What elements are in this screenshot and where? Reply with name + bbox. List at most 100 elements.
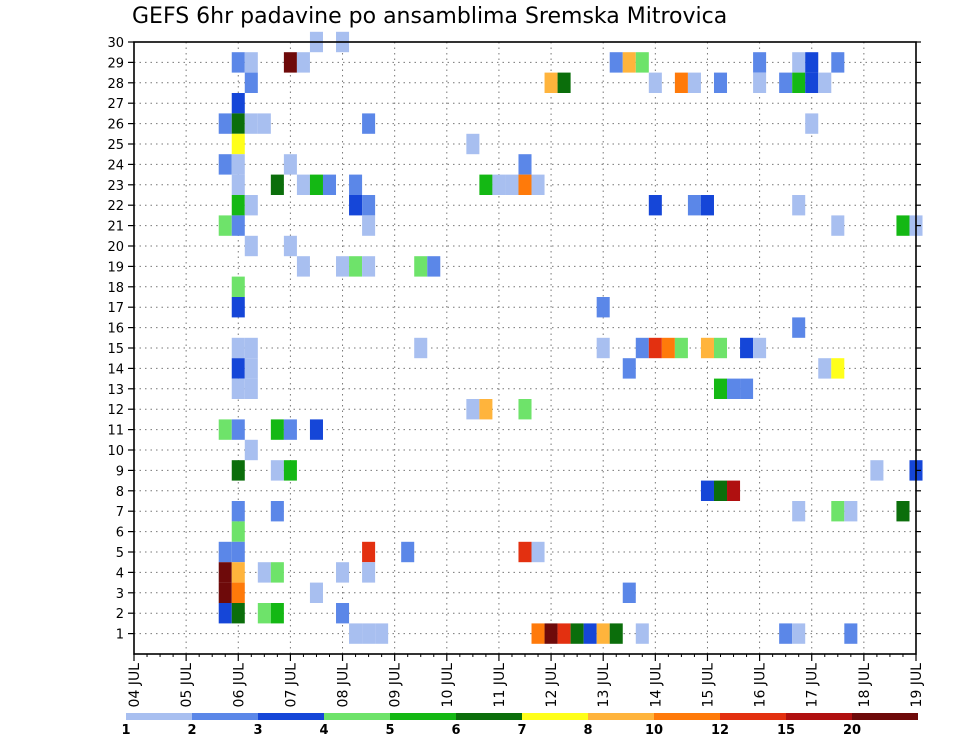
y-tick-label: 19: [107, 260, 124, 275]
precip-cell: [362, 623, 376, 644]
precip-cell: [753, 337, 767, 359]
colorbar-swatch: [258, 713, 324, 720]
precip-cell: [518, 174, 532, 195]
precip-cell: [231, 501, 245, 522]
precip-cell: [805, 52, 819, 73]
y-tick-label: 15: [107, 342, 124, 357]
precip-cell: [805, 113, 819, 134]
colorbar-swatch: [192, 713, 258, 720]
precip-cell: [231, 133, 245, 155]
colorbar-label: 20: [843, 723, 861, 738]
y-tick-label: 7: [116, 505, 124, 520]
colorbar-swatch: [126, 713, 192, 720]
y-tick-label: 23: [107, 179, 124, 194]
precip-cell: [375, 623, 389, 644]
precip-cell: [257, 113, 271, 134]
colorbar-swatch: [324, 713, 390, 720]
precip-cell: [805, 72, 819, 93]
precip-cell: [427, 256, 441, 277]
precip-cell: [466, 133, 480, 155]
precip-cell: [844, 623, 858, 644]
precip-cell: [231, 541, 245, 563]
precip-cell: [518, 154, 532, 175]
x-tick-label: 09 JUL: [388, 663, 404, 708]
precip-cell: [231, 378, 245, 399]
precip-cell: [336, 256, 350, 277]
y-tick-label: 16: [107, 322, 124, 337]
colorbar-label: 15: [777, 723, 795, 738]
precip-cell: [349, 174, 363, 195]
precip-cell: [596, 337, 610, 359]
precip-cell: [818, 72, 832, 93]
y-tick-label: 27: [107, 97, 124, 112]
precip-cell: [583, 623, 597, 644]
precip-cell: [218, 562, 232, 583]
precip-cell: [674, 72, 688, 93]
precip-cell: [362, 215, 376, 236]
precip-cell: [531, 623, 545, 644]
colorbar-swatch: [786, 713, 852, 720]
precip-cell: [713, 337, 728, 359]
precip-cell: [674, 337, 688, 359]
precip-cell: [896, 501, 910, 522]
precip-cell: [492, 174, 506, 195]
colorbar-label: 10: [645, 723, 663, 738]
precip-cell: [700, 195, 714, 216]
precip-cell: [362, 113, 376, 134]
x-tick-label: 11 JUL: [492, 663, 508, 708]
y-tick-label: 11: [107, 424, 124, 439]
x-tick-label: 15 JUL: [700, 663, 716, 708]
precip-cell: [362, 195, 376, 216]
x-tick-label: 05 JUL: [179, 663, 195, 708]
precip-cell: [544, 72, 558, 93]
precip-cell: [218, 113, 232, 134]
precip-cell: [231, 276, 245, 297]
precip-cell: [831, 501, 845, 522]
precip-cell: [622, 358, 636, 379]
precip-cell: [270, 562, 284, 583]
precip-cell: [700, 337, 714, 359]
precip-cell: [622, 582, 636, 603]
colorbar-swatch: [588, 713, 654, 720]
y-tick-label: 1: [116, 628, 124, 643]
cells-layer: [218, 31, 923, 644]
precip-cell: [531, 541, 545, 563]
colorbar-label: 7: [517, 723, 526, 738]
precip-cell: [231, 93, 245, 114]
precip-cell: [362, 256, 376, 277]
y-tick-label: 8: [116, 485, 124, 500]
colorbar-swatch: [852, 713, 918, 720]
x-tick-label: 08 JUL: [336, 663, 352, 708]
y-tick-label: 28: [107, 77, 124, 92]
precip-cell: [518, 541, 532, 563]
precip-cell: [779, 72, 793, 93]
precip-cell: [700, 480, 714, 501]
y-tick-label: 21: [107, 220, 124, 235]
y-tick-label: 29: [107, 56, 124, 71]
precip-cell: [518, 399, 532, 420]
x-tick-label: 12 JUL: [544, 663, 560, 708]
precip-cell: [792, 501, 806, 522]
precip-cell: [257, 562, 271, 583]
precip-cell: [414, 337, 428, 359]
precip-cell: [844, 501, 858, 522]
precip-cell: [740, 378, 754, 399]
precip-cell: [401, 541, 415, 563]
precip-cell: [244, 439, 258, 461]
y-tick-label: 24: [107, 158, 124, 173]
precip-cell: [635, 623, 649, 644]
precip-cell: [296, 52, 310, 73]
precip-cell: [283, 52, 297, 73]
y-tick-label: 10: [107, 444, 124, 459]
y-tick-label: 17: [107, 301, 124, 316]
chart-title: GEFS 6hr padavine po ansamblima Sremska …: [132, 4, 728, 29]
colorbar-label: 4: [319, 723, 328, 738]
precip-cell: [609, 52, 623, 73]
precip-cell: [231, 521, 245, 542]
precip-cell: [870, 460, 884, 481]
precip-cell: [792, 623, 806, 644]
precip-cell: [296, 174, 310, 195]
precip-cell: [231, 297, 245, 318]
precip-cell: [231, 419, 245, 440]
